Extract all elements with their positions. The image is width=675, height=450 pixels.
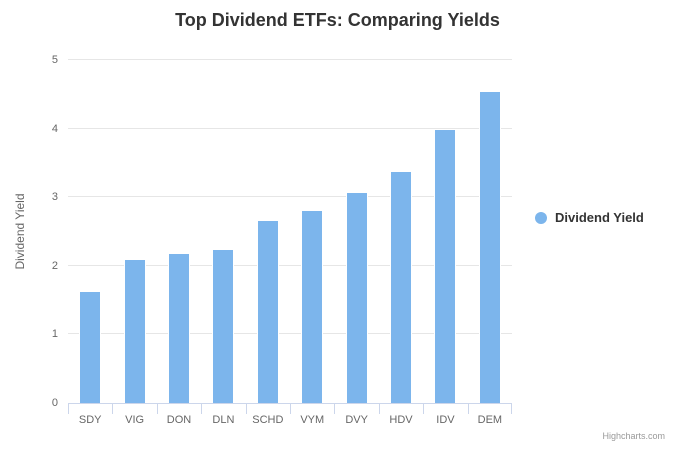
y-axis-label-3: 3: [51, 191, 58, 204]
gridline-y-5: [68, 59, 512, 60]
bar-don[interactable]: [168, 253, 190, 403]
y-axis-label-1: 1: [51, 328, 58, 341]
gridline-y-3: [68, 196, 512, 198]
x-axis-label-idv: IDV: [436, 414, 455, 426]
x-axis-tick: [511, 404, 512, 414]
legend-item-dividend-yield[interactable]: Dividend Yield: [535, 210, 644, 225]
y-axis-labels: 0 1 2 3 4 5: [0, 54, 58, 409]
bar-vym[interactable]: [301, 209, 324, 403]
x-axis-label-dln: DLN: [212, 414, 235, 426]
x-axis-label-vig: VIG: [125, 414, 145, 426]
x-axis-labels: SDY VIG DON DLN SCHD VYM DVY HDV IDV DEM: [68, 414, 512, 426]
bar-dem[interactable]: [478, 90, 501, 403]
x-axis-tick: [423, 404, 425, 414]
x-axis-label-hdv: HDV: [389, 414, 413, 426]
gridline-y-1: [68, 333, 512, 335]
y-axis-label-4: 4: [51, 122, 58, 135]
bar-vig[interactable]: [123, 258, 146, 403]
x-axis-tick: [334, 404, 336, 414]
bar-idv[interactable]: [434, 128, 457, 403]
gridline-y-4: [68, 127, 512, 129]
y-axis-label-5: 5: [51, 54, 58, 66]
x-axis-label-dvy: DVY: [345, 414, 368, 426]
x-axis-tick: [112, 404, 114, 414]
x-axis-label-sdy: SDY: [78, 414, 102, 426]
x-axis-tick: [245, 404, 247, 414]
plot-area: [68, 59, 512, 404]
x-axis-ticks: [68, 404, 512, 414]
bar-hdv[interactable]: [390, 171, 412, 403]
y-axis-label-0: 0: [51, 397, 58, 409]
x-axis-label-vym: VYM: [300, 414, 325, 426]
bar-dln[interactable]: [212, 249, 235, 403]
x-axis-tick: [467, 404, 469, 414]
chart-title: Top Dividend ETFs: Comparing Yields: [175, 10, 500, 30]
x-axis-tick: [68, 404, 69, 414]
y-axis-label-2: 2: [51, 259, 58, 272]
bar-schd[interactable]: [256, 219, 279, 403]
x-axis-tick: [290, 404, 291, 414]
bar-sdy[interactable]: [79, 291, 102, 403]
x-axis-tick: [156, 404, 158, 414]
x-axis-tick: [201, 404, 203, 414]
x-axis-tick: [378, 404, 380, 414]
highcharts-credits-link[interactable]: Highcharts.com: [602, 431, 665, 441]
x-axis-label-dem: DEM: [477, 414, 503, 426]
legend-marker-icon: [535, 211, 547, 224]
x-axis-label-schd: SCHD: [252, 414, 284, 426]
legend-label: Dividend Yield: [555, 210, 644, 225]
x-axis-label-don: DON: [166, 414, 192, 426]
gridline-y-2: [68, 264, 512, 266]
bar-dvy[interactable]: [345, 192, 368, 403]
